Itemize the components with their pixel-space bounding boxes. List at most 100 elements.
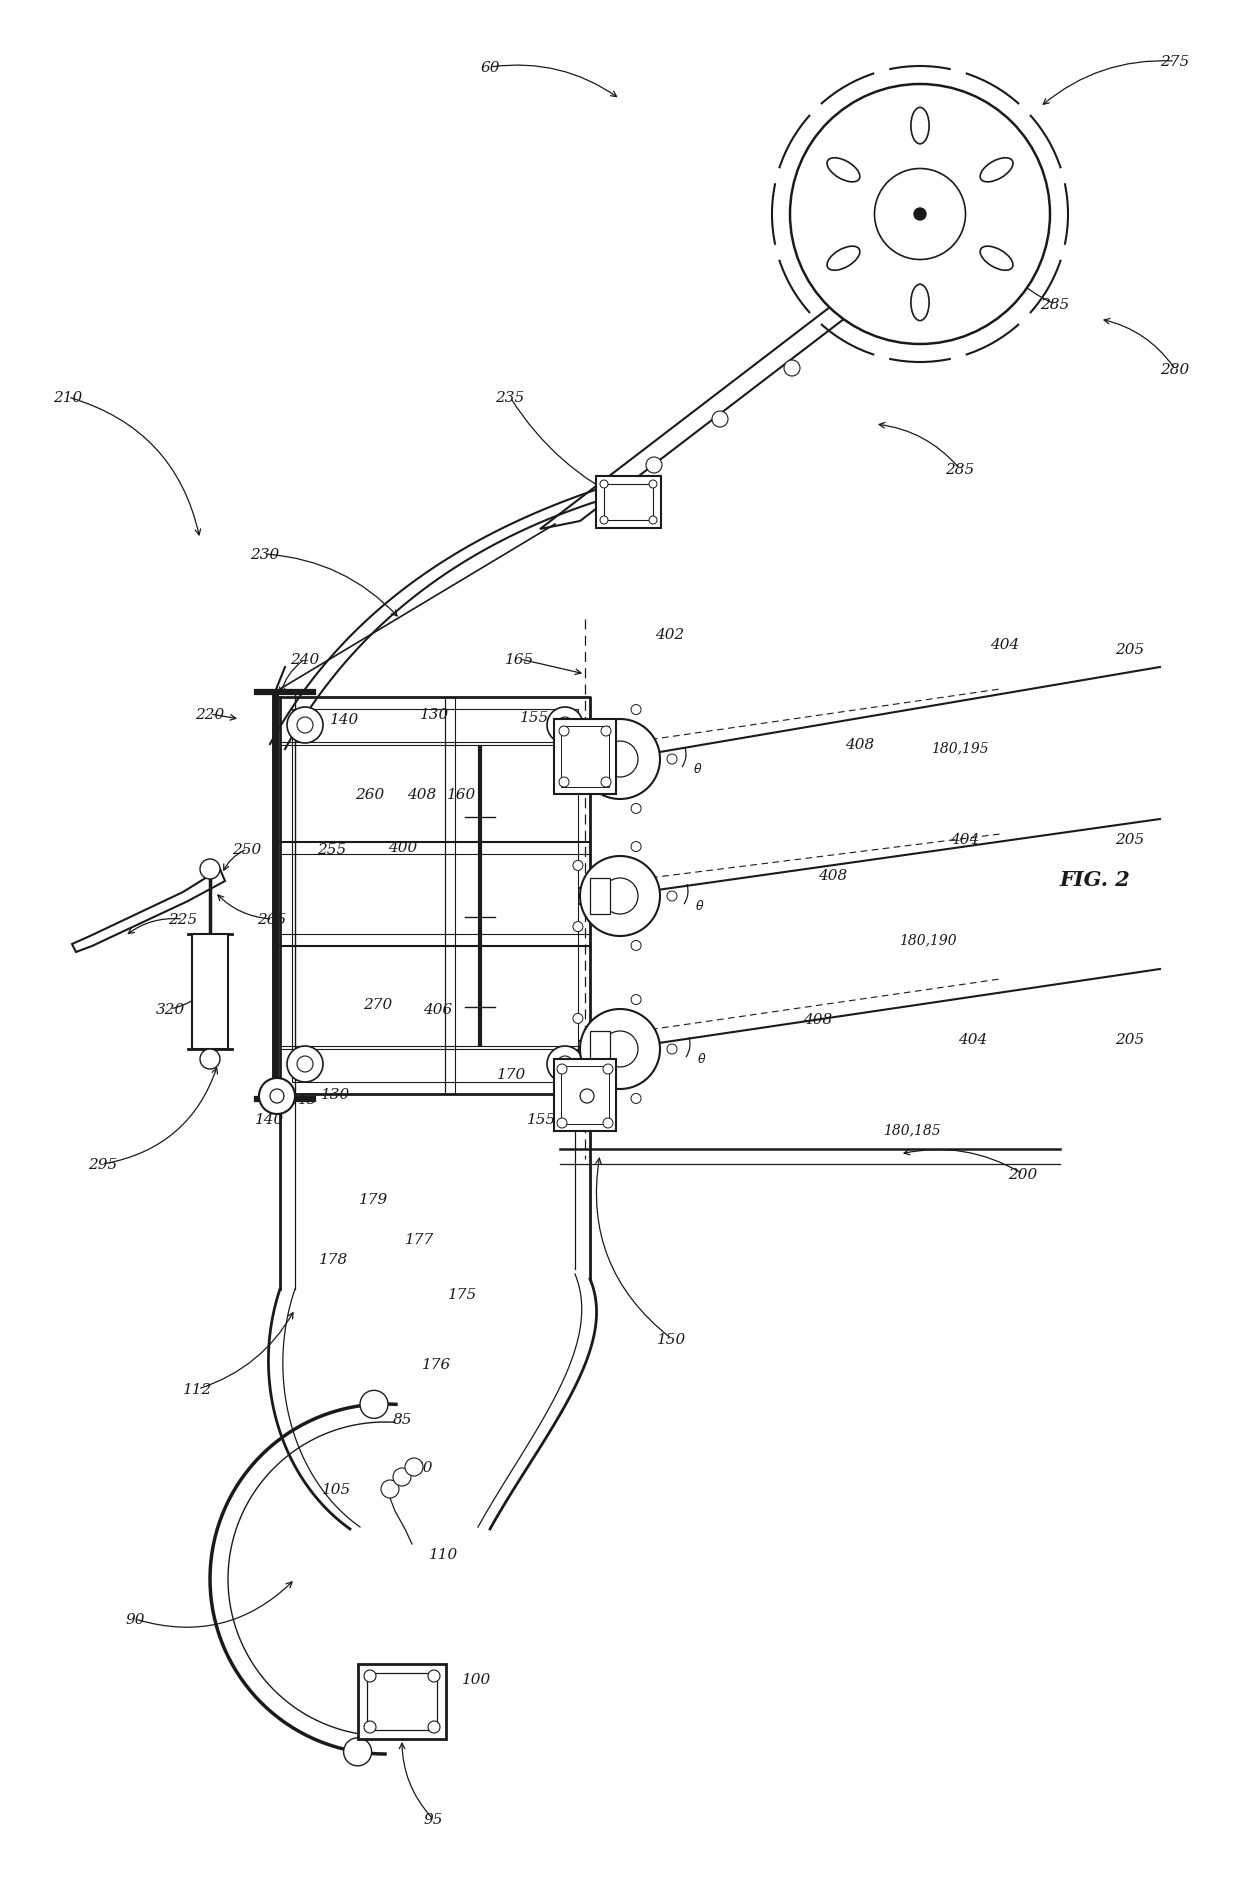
Circle shape	[298, 718, 312, 733]
Text: 260: 260	[356, 788, 384, 801]
Circle shape	[874, 170, 966, 261]
Circle shape	[603, 1064, 613, 1075]
Circle shape	[393, 1468, 410, 1487]
Circle shape	[200, 859, 219, 880]
Text: $\theta$: $\theta$	[693, 761, 703, 776]
Text: 105: 105	[322, 1483, 352, 1496]
Text: 280: 280	[1161, 363, 1189, 376]
Text: 250: 250	[232, 842, 262, 856]
Ellipse shape	[980, 247, 1013, 272]
Circle shape	[601, 1031, 639, 1067]
Text: 320: 320	[155, 1003, 185, 1016]
Circle shape	[667, 754, 677, 765]
Text: 165: 165	[506, 654, 534, 667]
Circle shape	[428, 1721, 440, 1732]
Circle shape	[573, 861, 583, 871]
Circle shape	[646, 457, 662, 474]
Circle shape	[580, 1090, 594, 1103]
Circle shape	[631, 805, 641, 814]
Circle shape	[200, 1050, 219, 1069]
Text: 210: 210	[53, 391, 83, 404]
Circle shape	[667, 892, 677, 901]
Text: 177: 177	[405, 1232, 435, 1247]
Circle shape	[603, 1118, 613, 1128]
Text: 110: 110	[429, 1547, 459, 1560]
Ellipse shape	[911, 108, 929, 145]
Text: 408: 408	[818, 869, 848, 882]
Text: 225: 225	[169, 912, 197, 926]
Text: 408: 408	[846, 737, 874, 752]
Text: 408: 408	[804, 1013, 832, 1026]
Text: 155: 155	[521, 710, 549, 725]
Circle shape	[259, 1079, 295, 1115]
Text: 130: 130	[420, 708, 450, 722]
Circle shape	[343, 1738, 372, 1766]
Text: 235: 235	[495, 391, 525, 404]
Circle shape	[360, 1390, 388, 1419]
Circle shape	[790, 85, 1050, 346]
Text: 270: 270	[363, 997, 393, 1011]
Circle shape	[580, 1009, 660, 1090]
Circle shape	[569, 1079, 605, 1115]
Circle shape	[631, 705, 641, 716]
Circle shape	[286, 1047, 322, 1082]
Text: 100: 100	[463, 1672, 491, 1687]
Circle shape	[601, 742, 639, 778]
Circle shape	[298, 1056, 312, 1073]
Circle shape	[381, 1481, 399, 1498]
Circle shape	[270, 1090, 284, 1103]
Ellipse shape	[827, 159, 859, 183]
Circle shape	[712, 412, 728, 427]
Polygon shape	[539, 300, 870, 529]
Text: 180,195: 180,195	[931, 740, 988, 754]
Text: 178: 178	[320, 1252, 348, 1266]
Text: 179: 179	[360, 1192, 388, 1207]
Text: 285: 285	[945, 463, 975, 476]
Ellipse shape	[980, 159, 1013, 183]
Text: 255: 255	[317, 842, 347, 856]
Text: 155: 155	[527, 1113, 557, 1126]
Circle shape	[649, 518, 657, 525]
Circle shape	[784, 361, 800, 376]
Circle shape	[559, 778, 569, 788]
Text: 265: 265	[258, 912, 286, 926]
Circle shape	[547, 1047, 583, 1082]
FancyBboxPatch shape	[554, 720, 616, 795]
Text: 176: 176	[423, 1358, 451, 1371]
Text: 175: 175	[449, 1286, 477, 1302]
Text: 404: 404	[959, 1033, 987, 1047]
Circle shape	[600, 480, 608, 489]
FancyBboxPatch shape	[596, 476, 661, 529]
Circle shape	[631, 842, 641, 852]
Text: 160: 160	[448, 788, 476, 801]
Text: 180,185: 180,185	[883, 1122, 941, 1137]
Text: 406: 406	[423, 1003, 453, 1016]
Text: 150: 150	[657, 1332, 687, 1347]
Circle shape	[600, 518, 608, 525]
Circle shape	[601, 727, 611, 737]
FancyBboxPatch shape	[590, 1031, 610, 1067]
Text: 180,190: 180,190	[899, 933, 957, 946]
Text: 402: 402	[656, 627, 684, 642]
Circle shape	[914, 210, 926, 221]
FancyBboxPatch shape	[358, 1664, 446, 1740]
Text: 275: 275	[1161, 55, 1189, 70]
Text: 240: 240	[290, 654, 320, 667]
Circle shape	[557, 1056, 573, 1073]
Text: 245: 245	[288, 1092, 316, 1107]
Circle shape	[365, 1670, 376, 1681]
Circle shape	[547, 708, 583, 744]
Circle shape	[557, 1118, 567, 1128]
Circle shape	[601, 878, 639, 914]
Circle shape	[573, 922, 583, 931]
Text: 404: 404	[991, 638, 1019, 652]
Ellipse shape	[911, 285, 929, 321]
Circle shape	[573, 1014, 583, 1024]
Text: 295: 295	[88, 1158, 118, 1171]
Circle shape	[559, 727, 569, 737]
Text: 285: 285	[1040, 298, 1070, 312]
Circle shape	[631, 1094, 641, 1103]
Text: 80: 80	[414, 1460, 434, 1473]
Circle shape	[286, 708, 322, 744]
Text: 220: 220	[196, 708, 224, 722]
